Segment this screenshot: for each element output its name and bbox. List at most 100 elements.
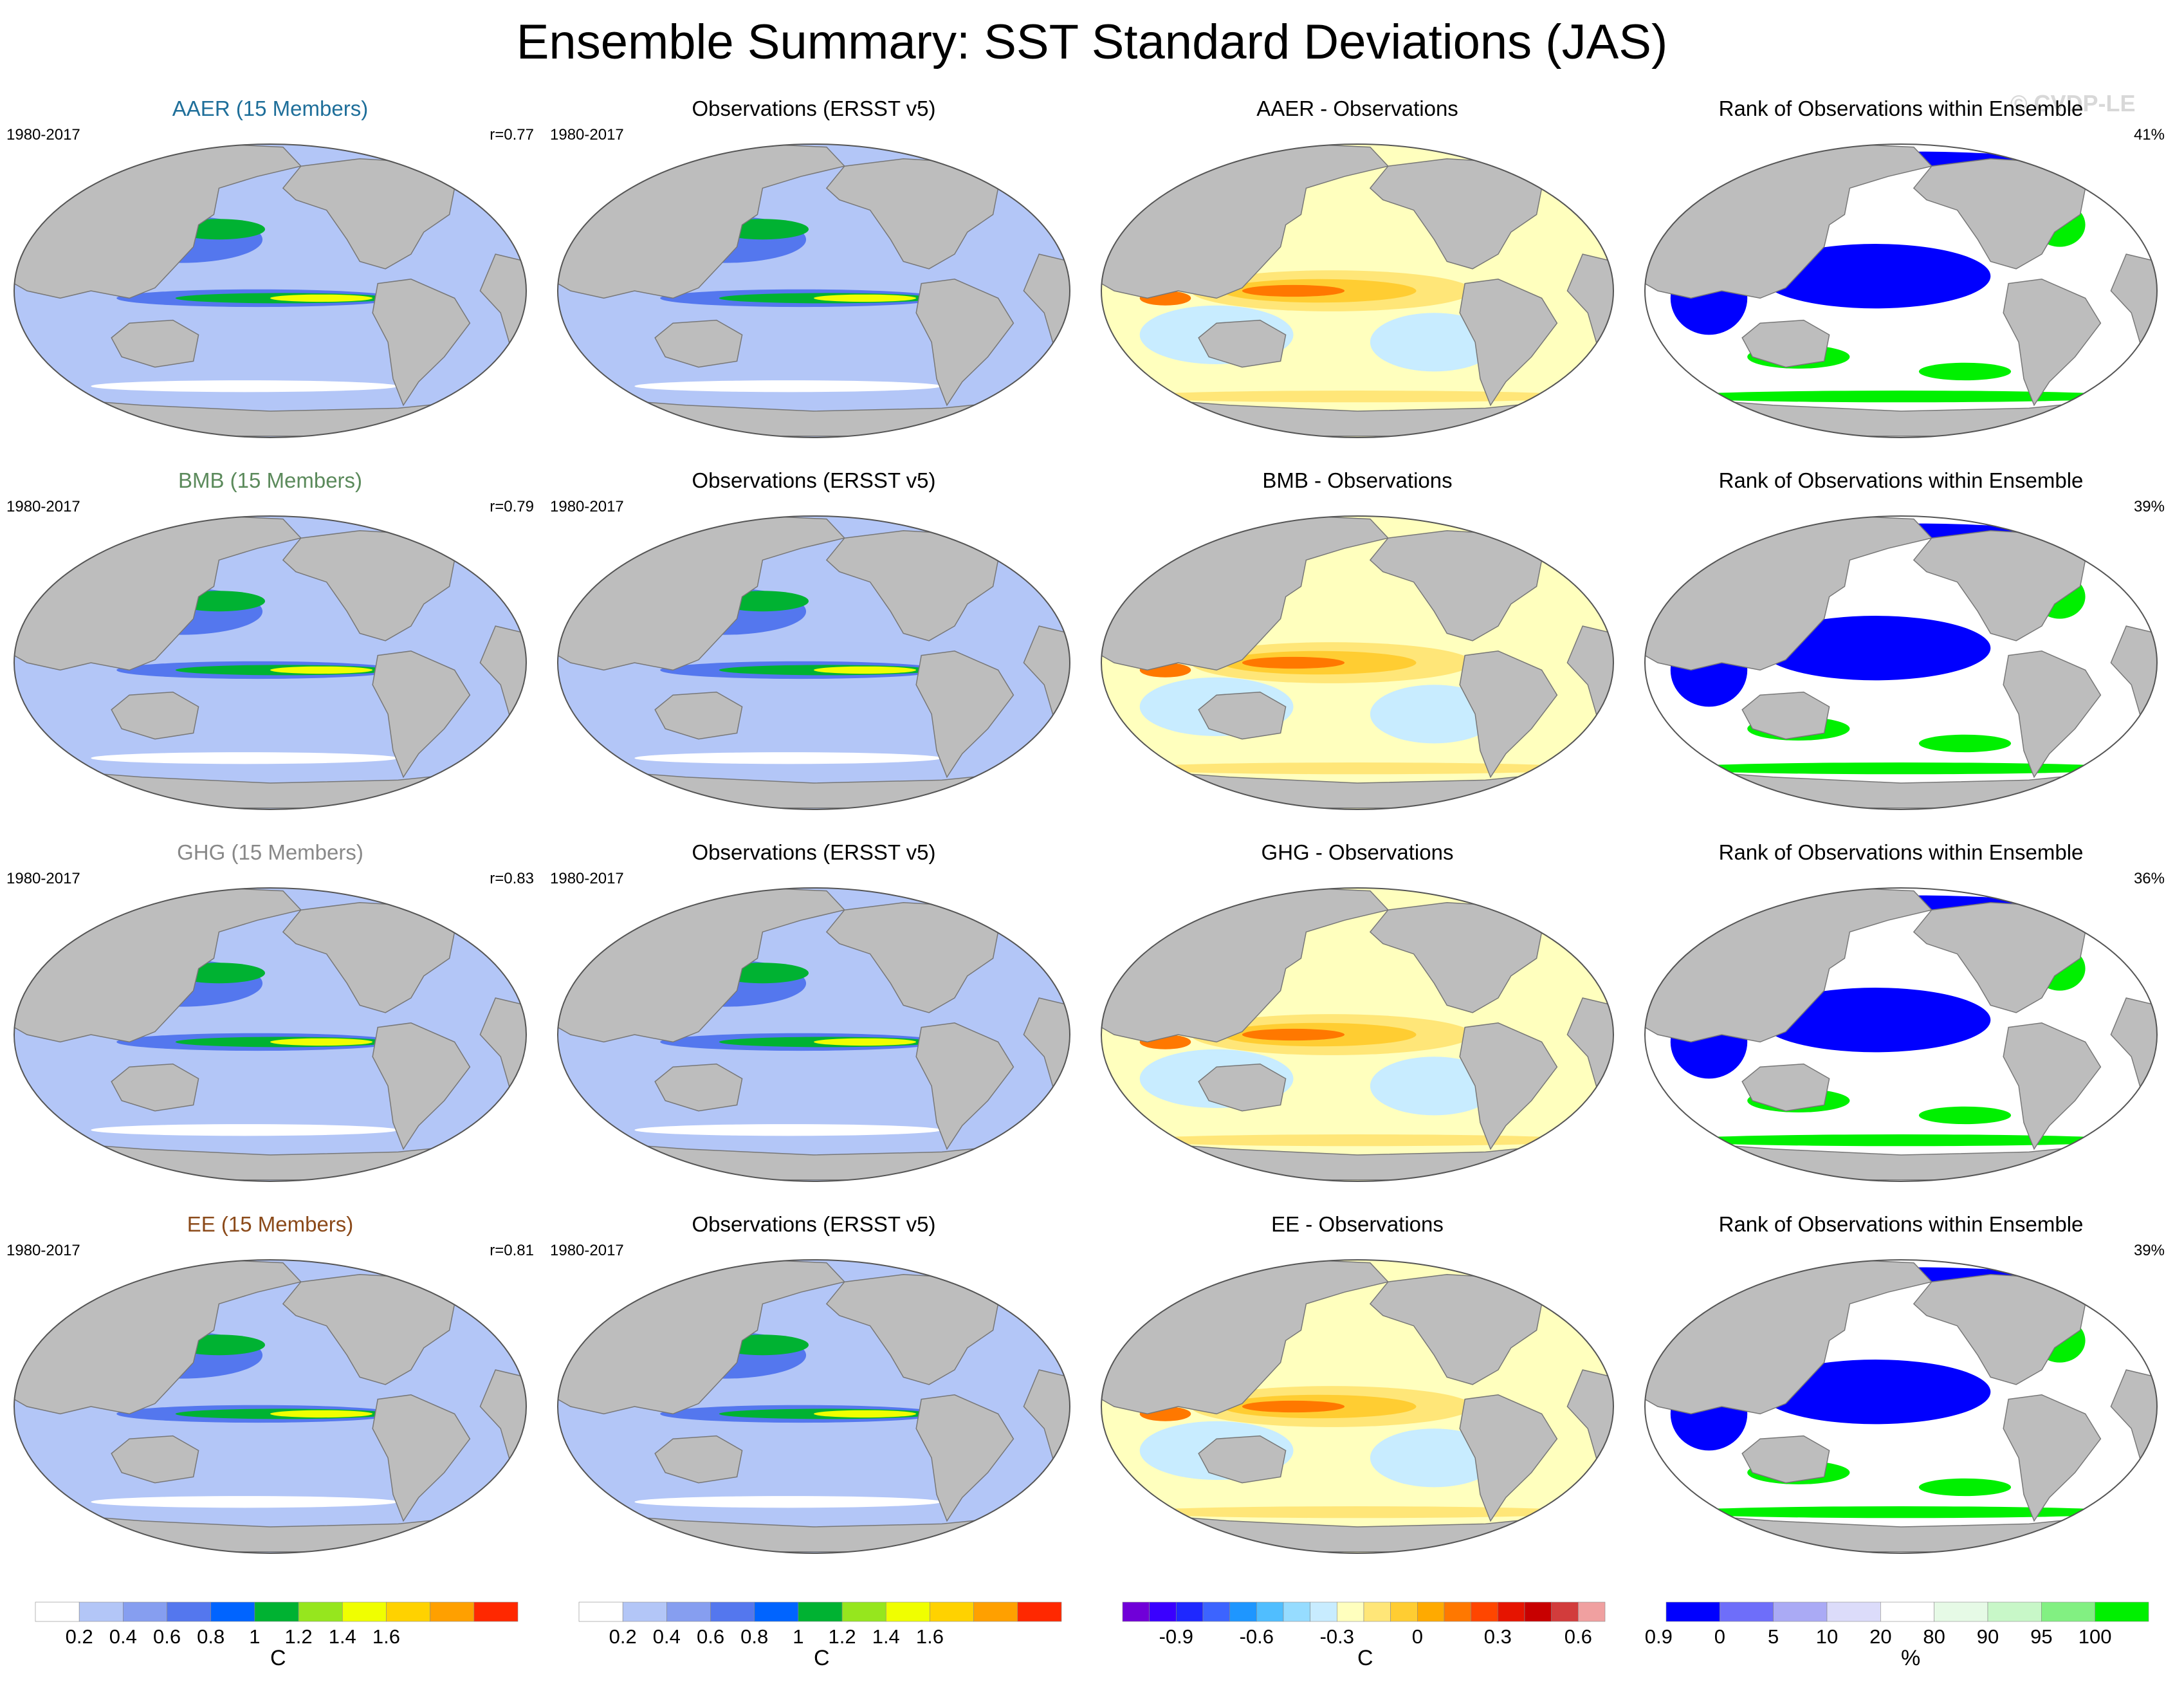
colorbar-tick-label: 1.6 xyxy=(372,1625,400,1648)
colorbar-tick-label: -0.9 xyxy=(1159,1625,1193,1648)
map-outline xyxy=(14,143,527,438)
map-outline xyxy=(1644,143,2158,438)
map-outline xyxy=(1644,1259,2158,1554)
field-contour xyxy=(1670,391,2132,403)
field-contour xyxy=(1760,616,1991,681)
colorbar-swatch xyxy=(1666,1601,1720,1622)
field-contour xyxy=(270,1410,373,1418)
field-contour xyxy=(1126,1134,1588,1147)
colorbar-swatch xyxy=(841,1601,886,1622)
map-panel: BMB - Observations xyxy=(1094,468,1621,829)
field-contour xyxy=(1242,1400,1345,1413)
world-map xyxy=(14,515,527,810)
page-title: Ensemble Summary: SST Standard Deviation… xyxy=(516,15,1668,69)
colorbar-swatch xyxy=(578,1601,623,1622)
map-panel: GHG - Observations xyxy=(1094,840,1621,1201)
field-contour xyxy=(1521,158,1552,174)
map-outline xyxy=(1101,143,1614,438)
map-panel: GHG (15 Members) 1980-2017 r=0.83 xyxy=(6,840,534,1201)
land-austral xyxy=(1741,1435,1830,1484)
land-austral xyxy=(111,319,199,368)
map-outline xyxy=(1644,515,2158,810)
panel-title: Rank of Observations within Ensemble xyxy=(1718,468,2084,492)
colorbar-swatch xyxy=(78,1601,124,1622)
map-panel: Observations (ERSST v5) 1980-2017 xyxy=(550,1212,1078,1573)
copyright-watermark: © CVDP-LE xyxy=(2010,90,2136,116)
world-map xyxy=(14,887,527,1182)
land-austral xyxy=(1741,1063,1830,1112)
map-outline xyxy=(557,1259,1070,1554)
colorbar-swatch xyxy=(1310,1601,1337,1622)
land-austral xyxy=(654,319,743,368)
land-greenland xyxy=(2084,155,2145,189)
field-contour xyxy=(1370,313,1498,372)
world-map xyxy=(557,887,1070,1182)
colorbar-svg: 0 5 10 20 80 90 95 100 xyxy=(1666,1601,2149,1648)
world-map xyxy=(1644,1259,2158,1554)
field-contour xyxy=(1126,391,1588,403)
field-contour xyxy=(1918,734,2012,753)
colorbar-swatch xyxy=(2095,1601,2149,1622)
land-austral xyxy=(111,691,199,740)
panel-title: GHG (15 Members) xyxy=(177,840,363,864)
colorbar-tick-label: 1.6 xyxy=(916,1625,944,1648)
colorbar-swatch xyxy=(1987,1601,2042,1622)
colorbar-swatch xyxy=(930,1601,974,1622)
panel-title: BMB - Observations xyxy=(1262,468,1453,492)
colorbar-swatch xyxy=(473,1601,518,1622)
colorbar-swatch xyxy=(885,1601,930,1622)
colorbar-swatch xyxy=(430,1601,475,1622)
colorbar-tick-label: 90 xyxy=(1977,1625,1999,1648)
colorbar-tick-label: -0.6 xyxy=(1240,1625,1274,1648)
field-contour xyxy=(1521,1274,1552,1289)
land-austral xyxy=(654,1063,743,1112)
period-label: 1980-2017 xyxy=(6,126,80,143)
colorbar-swatch xyxy=(298,1601,343,1622)
map-outline xyxy=(1101,1259,1614,1554)
land-greenland xyxy=(997,527,1058,561)
map-outline xyxy=(557,143,1070,438)
colorbar-swatch xyxy=(622,1601,667,1622)
map-panel: Rank of Observations within Ensemble 41% xyxy=(1637,97,2165,457)
colorbar-tick-label: 100 xyxy=(2078,1625,2112,1648)
colorbar-tick-label: 0.2 xyxy=(609,1625,637,1648)
rank-percent: 39% xyxy=(2133,1242,2165,1259)
land-greenland xyxy=(2084,899,2145,933)
field-contour xyxy=(1242,656,1345,669)
map-outline xyxy=(557,515,1070,810)
land-austral xyxy=(1741,691,1830,740)
colorbar-swatch xyxy=(710,1601,755,1622)
pattern-correlation: r=0.81 xyxy=(490,1242,534,1259)
land-samer xyxy=(1459,651,1558,779)
colorbar-swatch xyxy=(1934,1601,1988,1622)
world-map xyxy=(1101,887,1614,1182)
colorbar-swatch xyxy=(973,1601,1018,1622)
land-greenland xyxy=(1541,155,1602,189)
land-greenland xyxy=(1541,899,1602,933)
field-contour xyxy=(91,1496,398,1508)
colorbar-tick-label: -0.3 xyxy=(1320,1625,1354,1648)
field-contour xyxy=(91,380,398,392)
land-samer xyxy=(372,1394,471,1522)
colorbar-tick-label: 0.6 xyxy=(153,1625,181,1648)
field-contour xyxy=(634,380,942,392)
field-contour xyxy=(634,1496,942,1508)
colorbar-tick-label: 0.2 xyxy=(66,1625,93,1648)
land-greenland xyxy=(1541,527,1602,561)
land-greenland xyxy=(1541,1271,1602,1305)
rank-percent: 36% xyxy=(2133,870,2165,887)
panel-title: EE - Observations xyxy=(1271,1212,1444,1236)
field-contour xyxy=(1760,1360,1991,1425)
land-austral xyxy=(1198,1063,1287,1112)
world-map xyxy=(1644,143,2158,438)
colorbar-tick-label: 1 xyxy=(793,1625,803,1648)
period-label: 1980-2017 xyxy=(6,870,80,887)
field-contour xyxy=(1918,362,2012,381)
colorbar-tick-label: 10 xyxy=(1816,1625,1838,1648)
colorbar-tick-label: 1.2 xyxy=(829,1625,856,1648)
colorbar-tick-label: 0.6 xyxy=(1565,1625,1592,1648)
land-samer xyxy=(1459,1022,1558,1150)
land-samer xyxy=(1459,1394,1558,1522)
land-samer xyxy=(372,651,471,779)
colorbar-tick-label: 1.4 xyxy=(329,1625,356,1648)
